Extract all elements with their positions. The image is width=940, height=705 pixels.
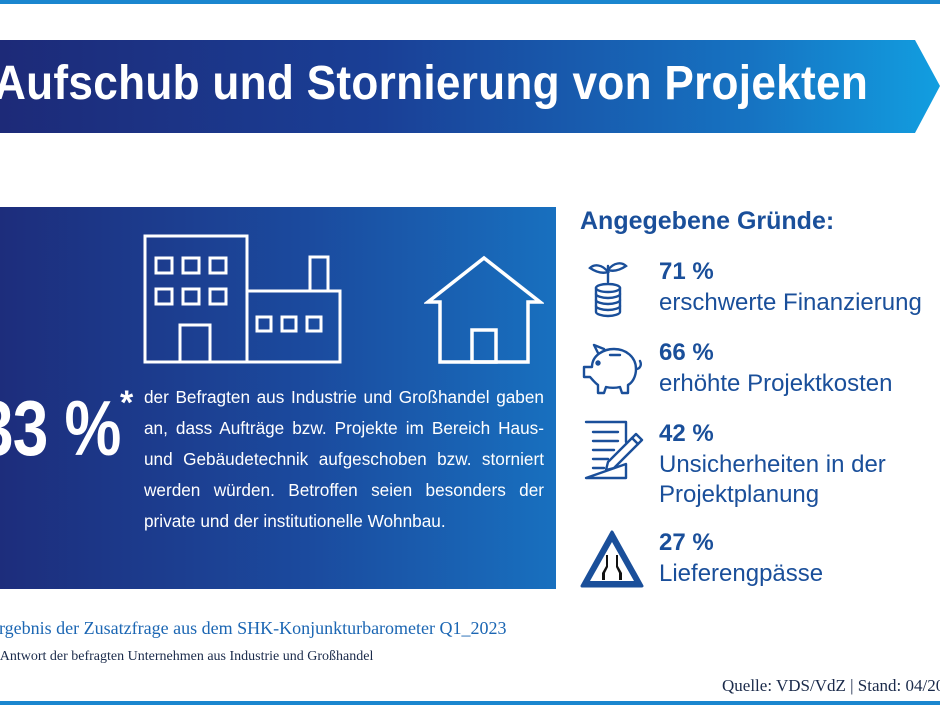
footnote-survey: Ergebnis der Zusatzfrage aus dem SHK-Kon… <box>0 618 507 638</box>
footnote-asterisk: * Antwort der befragten Unternehmen aus … <box>0 649 374 664</box>
reason-percentage: 42 % <box>659 420 714 447</box>
document-pen-icon <box>584 420 644 480</box>
asterisk-mark: * <box>120 384 134 422</box>
reason-row: 42 % Unsicherheiten in der Projektplanun… <box>580 420 940 512</box>
reason-percentage: 66 % <box>659 339 714 366</box>
stat-panel <box>0 207 556 589</box>
reason-label: Lieferengpässe <box>659 560 824 587</box>
bottom-accent-line <box>0 701 940 705</box>
page-title: Aufschub und Stornierung von Projekten <box>0 57 869 110</box>
reason-label: erhöhte Projektkosten <box>659 370 893 397</box>
reason-percentage: 71 % <box>659 258 714 285</box>
main-percentage: 33 % <box>0 384 121 472</box>
source-note: Quelle: VDS/VdZ | Stand: 04/2023 <box>722 676 940 695</box>
stat-description: der Befragten aus Industrie und Großhand… <box>144 387 544 531</box>
title-banner <box>0 40 940 133</box>
piggy-bank-icon <box>582 343 642 395</box>
reason-label: erschwerte Finanzierung <box>659 289 922 316</box>
reason-label-line1: Unsicherheiten in der <box>659 451 886 478</box>
coins-plant-icon <box>588 262 628 318</box>
reason-row: 66 % erhöhte Projektkosten <box>580 339 940 403</box>
reasons-heading: Angegebene Gründe: <box>580 207 835 235</box>
reason-row: 27 % Lieferengpässe <box>580 529 940 593</box>
factory-building-icon <box>143 234 342 364</box>
road-narrows-sign-icon <box>580 530 644 588</box>
house-icon <box>424 255 544 364</box>
reason-row: 71 % erschwerte Finanzierung <box>580 258 940 322</box>
reason-percentage: 27 % <box>659 529 714 556</box>
reason-label-line2: Projektplanung <box>659 481 820 508</box>
top-accent-line <box>0 0 940 4</box>
